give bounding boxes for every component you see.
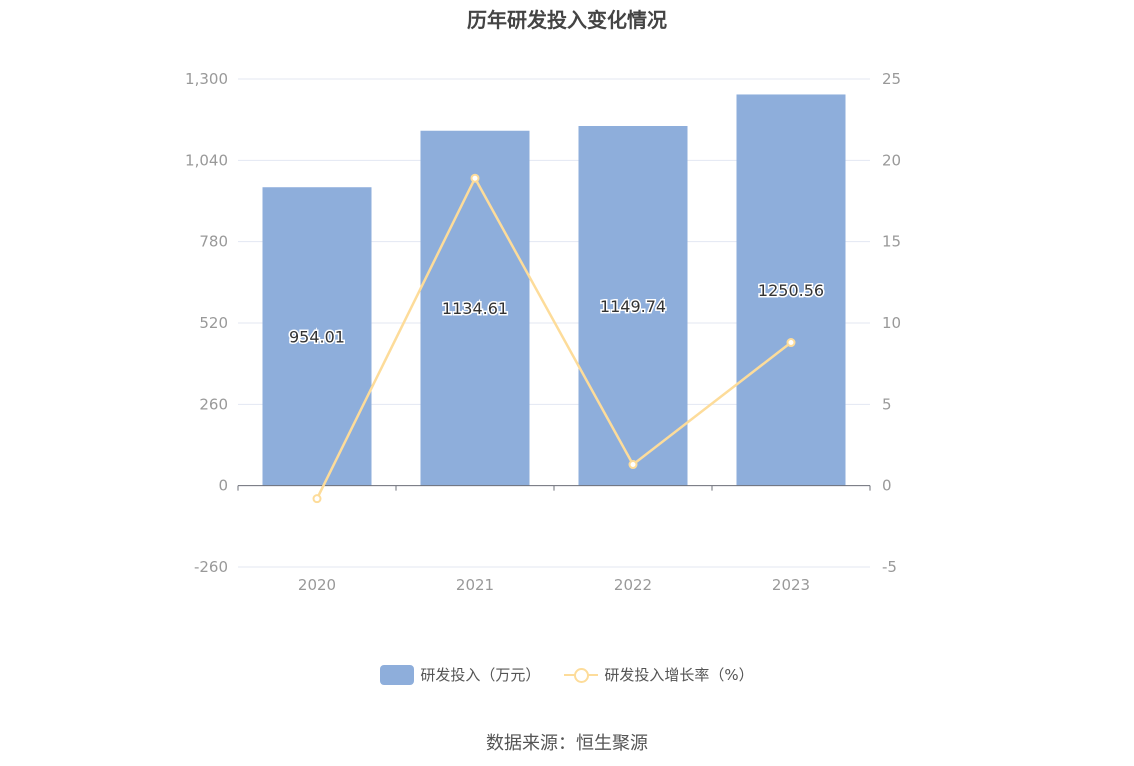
y-left-tick-label: 1,300 bbox=[185, 70, 228, 88]
y-right-tick-label: 0 bbox=[882, 477, 892, 495]
y-left-tick-label: 0 bbox=[218, 477, 228, 495]
y-right-tick-label: 20 bbox=[882, 151, 901, 169]
y-left-tick-label: 1,040 bbox=[185, 151, 228, 169]
growth-point bbox=[628, 460, 638, 470]
legend-line-label: 研发投入增长率（%） bbox=[604, 666, 754, 684]
bar-value-label: 954.01 bbox=[289, 327, 345, 346]
legend-item-bar[interactable]: 研发投入（万元） bbox=[380, 664, 540, 685]
growth-line bbox=[315, 175, 792, 500]
bar bbox=[420, 130, 530, 486]
growth-point bbox=[312, 494, 322, 504]
legend-item-line[interactable]: 研发投入增长率（%） bbox=[564, 664, 754, 685]
y-right-tick-label: -5 bbox=[882, 558, 897, 576]
y-right-tick-label: 5 bbox=[882, 395, 892, 413]
x-tick-label: 2021 bbox=[456, 576, 494, 594]
chart-title: 历年研发投入变化情况 bbox=[467, 8, 667, 32]
x-tick-label: 2020 bbox=[298, 576, 336, 594]
x-tick-label: 2023 bbox=[772, 576, 810, 594]
legend: 研发投入（万元） 研发投入增长率（%） bbox=[0, 664, 1134, 685]
bar-value-label: 1149.74 bbox=[600, 297, 666, 316]
growth-point bbox=[786, 338, 796, 348]
x-tick-label: 2022 bbox=[614, 576, 652, 594]
bar bbox=[578, 126, 688, 486]
bar bbox=[736, 94, 846, 486]
source-note: 数据来源：恒生聚源 bbox=[486, 733, 648, 754]
growth-point bbox=[470, 173, 480, 183]
legend-bar-swatch bbox=[380, 664, 415, 685]
bar-value-label: 1250.56 bbox=[758, 281, 824, 300]
bar-value-label: 1134.61 bbox=[442, 299, 508, 318]
y-left-tick-label: 780 bbox=[199, 233, 228, 251]
legend-bar-label: 研发投入（万元） bbox=[420, 666, 541, 684]
y-left-tick-label: 260 bbox=[199, 395, 228, 413]
y-right-tick-label: 25 bbox=[882, 70, 901, 88]
legend-line-swatch bbox=[564, 665, 599, 685]
y-right-tick-label: 10 bbox=[882, 314, 901, 332]
bar bbox=[262, 187, 372, 486]
y-left-tick-label: -260 bbox=[194, 558, 228, 576]
y-left-tick-label: 520 bbox=[199, 314, 228, 332]
y-right-tick-label: 15 bbox=[882, 233, 901, 251]
